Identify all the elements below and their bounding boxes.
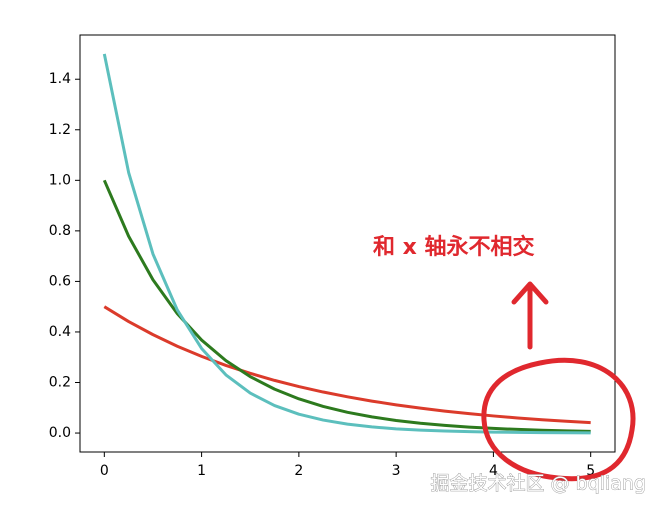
- y-tick-label: 0.6: [49, 273, 71, 289]
- y-tick-label: 0.0: [49, 425, 71, 441]
- x-tick-label: 0: [100, 463, 109, 479]
- arrow: [511, 281, 549, 350]
- line-series: [102, 53, 591, 435]
- axes-frame: [79, 34, 616, 453]
- y-tick-label: 1.4: [49, 71, 71, 87]
- y-tick-label: 0.4: [49, 324, 71, 340]
- y-tick-label: 0.2: [49, 375, 71, 391]
- plot-area: 0.0 0.2 0.4 0.6 0.8 1.0 1.2 1.4 0 1 2 3 4 5: [49, 53, 595, 479]
- x-tick-label: 3: [392, 463, 401, 479]
- annotation: 和 x 轴永不相交: [373, 234, 535, 260]
- circle-highlight: [481, 357, 636, 482]
- x-tick-label: 2: [294, 463, 303, 479]
- line-series: [102, 179, 591, 433]
- x-tick-label: 5: [586, 463, 595, 479]
- y-tick-label: 0.8: [49, 223, 71, 239]
- watermark: 掘金技术社区 @ bqliang: [430, 473, 646, 495]
- x-tick-label: 1: [197, 463, 206, 479]
- x-tick-label: 4: [489, 463, 498, 479]
- y-tick-label: 1.2: [49, 122, 71, 138]
- y-tick-label: 1.0: [49, 172, 71, 188]
- line-series: [103, 305, 591, 425]
